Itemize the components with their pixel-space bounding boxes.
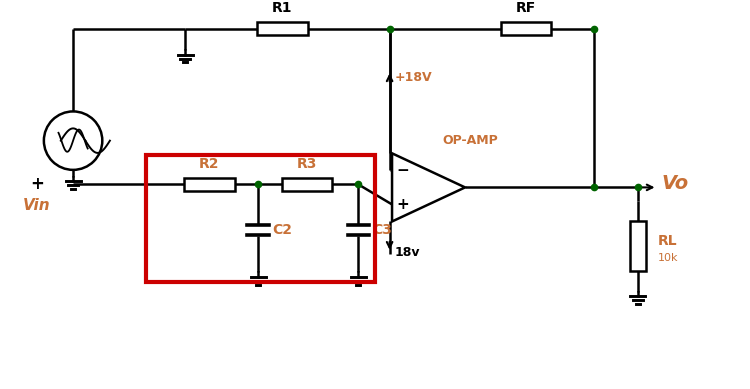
Text: C3: C3 <box>372 223 392 237</box>
Text: RL: RL <box>658 234 677 248</box>
Text: 18v: 18v <box>394 246 420 259</box>
Text: +: + <box>397 197 410 212</box>
Bar <box>630 221 646 271</box>
Text: 10k: 10k <box>658 252 678 263</box>
Bar <box>501 22 551 35</box>
Bar <box>257 22 307 35</box>
Text: Vin: Vin <box>23 198 51 214</box>
Text: RF: RF <box>516 1 536 15</box>
Text: +18V: +18V <box>394 71 432 84</box>
Bar <box>184 178 235 191</box>
Text: R1: R1 <box>272 1 292 15</box>
Text: R3: R3 <box>297 157 317 171</box>
Text: +: + <box>30 175 44 193</box>
Text: R2: R2 <box>200 157 220 171</box>
Text: Vo: Vo <box>662 174 688 193</box>
Text: −: − <box>397 163 410 178</box>
Text: C2: C2 <box>272 223 292 237</box>
Bar <box>281 178 332 191</box>
Bar <box>146 155 375 282</box>
Text: OP-AMP: OP-AMP <box>442 135 498 147</box>
